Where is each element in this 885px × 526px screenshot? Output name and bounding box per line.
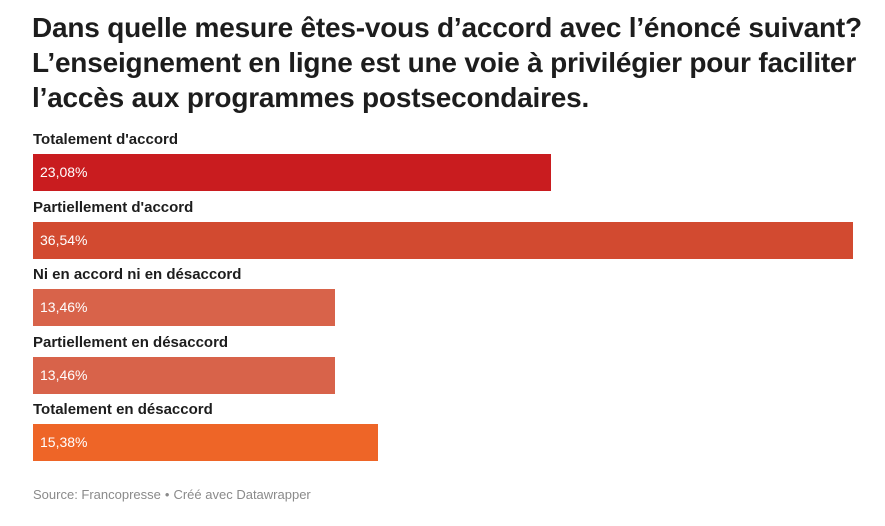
category-label: Partiellement en désaccord	[33, 333, 229, 351]
bar-value-label: 13,46%	[40, 366, 88, 383]
category-label: Totalement d'accord	[33, 131, 178, 148]
bar-value-label: 13,46%	[40, 299, 88, 315]
bar: 23,08%	[33, 154, 551, 191]
bar-value-label: 15,38%	[40, 434, 88, 450]
chart-title: Dans quelle mesure êtes-vous d’accord av…	[32, 12, 862, 113]
chart-footer: Source: Francopresse • Créé avec Datawrapp…	[33, 487, 311, 502]
bar: 13,46%	[33, 289, 335, 326]
bar: 13,46%	[33, 356, 335, 394]
footer-separator: •	[164, 487, 170, 502]
source-text: Source: Francopresse	[33, 487, 161, 502]
category-label: Ni en accord ni en désaccord	[33, 266, 242, 283]
bar-value-label: 36,54%	[40, 231, 88, 248]
bar: 15,38%	[33, 424, 378, 461]
credit-link[interactable]: Créé avec Datawrapper	[173, 487, 311, 502]
bar: 36,54%	[33, 221, 853, 259]
bar-value-label: 23,08%	[40, 164, 88, 180]
category-label: Totalement en désaccord	[33, 401, 213, 418]
category-label: Partiellement d'accord	[33, 198, 194, 216]
